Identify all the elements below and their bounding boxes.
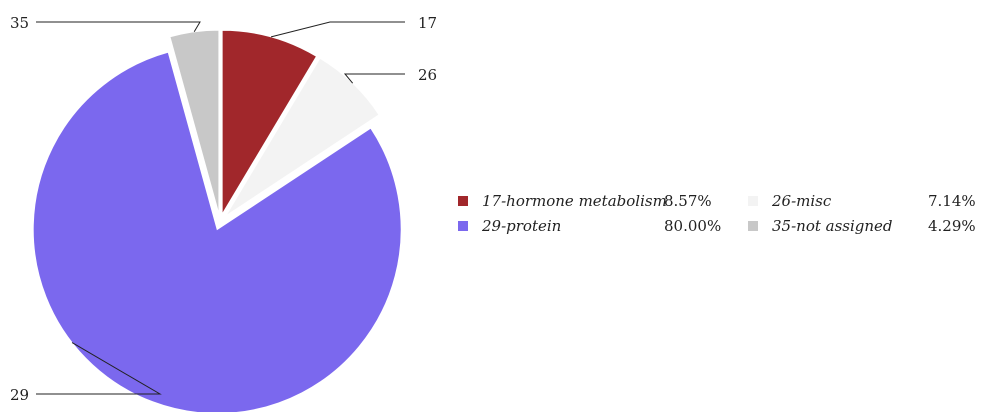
callout-label-17: 17	[418, 14, 437, 32]
legend-label: 17-hormone metabolism	[482, 192, 667, 210]
legend-percent: 4.29%	[928, 217, 976, 235]
pie-slice-17	[221, 29, 318, 217]
callout-label-26: 26	[418, 66, 437, 84]
legend-swatch	[458, 221, 468, 231]
legend-swatch	[748, 196, 758, 206]
pie-slice-26	[225, 57, 380, 217]
legend-swatch	[748, 221, 758, 231]
pie-slice-35	[169, 29, 220, 215]
legend-percent: 8.57%	[664, 192, 712, 210]
pie-slice-29	[32, 51, 402, 412]
legend-label: 29-protein	[482, 217, 562, 235]
callout-label-35: 35	[10, 14, 29, 32]
callout-line-26	[343, 73, 405, 84]
callout-line-35	[36, 21, 201, 32]
legend-item-protein: 29-protein 80.00%	[458, 215, 722, 237]
callout-label-29: 29	[10, 386, 29, 404]
legend-label: 26-misc	[772, 192, 832, 210]
legend-percent: 80.00%	[664, 217, 722, 235]
legend-label: 35-not assigned	[772, 217, 893, 235]
callout-line-29	[36, 342, 162, 395]
legend-item-not-assigned: 35-not assigned 4.29%	[748, 215, 984, 237]
callout-line-17	[270, 21, 405, 38]
legend-item-misc: 26-misc 7.14%	[748, 190, 984, 212]
legend-percent: 7.14%	[928, 192, 976, 210]
legend-swatch	[458, 196, 468, 206]
legend-item-hormone-metabolism: 17-hormone metabolism 8.57%	[458, 190, 722, 212]
